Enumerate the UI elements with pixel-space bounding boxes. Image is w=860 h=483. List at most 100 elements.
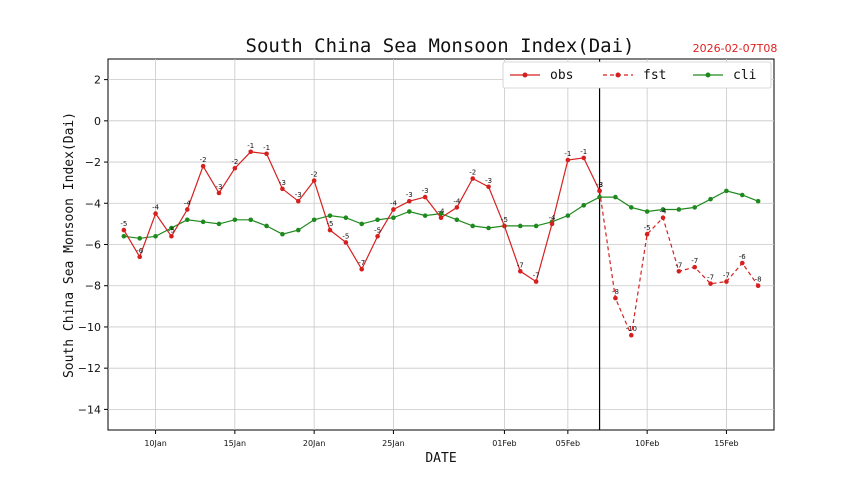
y-tick-label: −14 <box>78 403 101 416</box>
data-point-obs <box>311 178 317 183</box>
x-tick-label: 15Feb <box>714 439 738 448</box>
data-label-obs: -4 <box>390 199 398 207</box>
data-label-obs: -6 <box>136 247 144 255</box>
issue-timestamp: 2026-02-07T08 <box>693 42 778 55</box>
data-point-cli <box>517 223 523 229</box>
chart-title: South China Sea Monsoon Index(Dai) <box>246 35 635 57</box>
data-point-obs <box>533 279 539 284</box>
data-point-obs <box>343 240 349 245</box>
data-label-obs: -5 <box>120 220 127 228</box>
data-point-cli <box>121 233 127 239</box>
x-tick-label: 25Jan <box>382 439 405 448</box>
data-label-obs: -5 <box>501 216 508 224</box>
data-point-cli <box>311 217 317 223</box>
data-label-obs: -3 <box>485 177 492 185</box>
data-label-obs: -7 <box>533 272 540 280</box>
data-point-cli <box>422 213 428 218</box>
data-label-obs: -2 <box>311 171 318 179</box>
series-cli <box>121 188 761 241</box>
data-label-obs: -1 <box>564 150 571 158</box>
legend-label-fst: fst <box>643 68 666 83</box>
data-point-obs <box>137 254 143 260</box>
data-label-obs: -3 <box>406 191 413 199</box>
data-point-cli <box>375 217 380 223</box>
x-tick-label: 05Feb <box>556 439 580 448</box>
legend-label-cli: cli <box>733 68 756 83</box>
data-label-obs: -3 <box>216 183 223 191</box>
data-point-obs <box>391 207 396 212</box>
data-point-fst <box>628 332 634 338</box>
data-point-obs <box>438 215 444 221</box>
x-tick-label: 10Feb <box>635 439 659 448</box>
data-point-fst <box>739 260 745 266</box>
data-point-obs <box>153 211 158 216</box>
y-tick-label: −4 <box>85 197 101 210</box>
data-label-fst: -6 <box>739 253 747 261</box>
data-label-obs: -2 <box>469 169 476 177</box>
data-point-cli <box>359 221 365 227</box>
x-tick-label: 20Jan <box>303 439 326 448</box>
data-point-obs <box>422 194 428 200</box>
data-point-obs <box>216 190 222 196</box>
data-label-obs: -3 <box>295 191 302 199</box>
data-point-fst <box>660 215 666 221</box>
data-point-cli <box>280 231 285 237</box>
data-label-obs: -3 <box>279 179 286 187</box>
data-point-obs <box>470 176 476 181</box>
data-point-obs <box>549 221 555 227</box>
data-point-cli <box>200 219 206 225</box>
x-axis-ticks: 10Jan 15Jan 20Jan 25Jan 01Feb 05Feb 10Feb 15Feb <box>144 430 739 448</box>
data-label-fst: -4 <box>660 208 668 216</box>
y-tick-label: 2 <box>94 74 101 87</box>
data-point-fst <box>676 268 682 274</box>
data-point-obs <box>486 184 491 190</box>
data-point-fst <box>692 264 698 270</box>
data-point-obs <box>295 198 301 204</box>
data-label-obs: -2 <box>200 156 207 164</box>
data-point-cli <box>644 209 650 214</box>
data-point-cli <box>565 213 571 218</box>
data-point-cli <box>169 225 174 231</box>
data-point-cli <box>676 207 682 212</box>
data-label-obs: -1 <box>263 144 270 152</box>
data-point-fst <box>597 188 602 194</box>
data-point-fst <box>644 231 650 237</box>
data-label-obs: -5 <box>342 232 349 240</box>
legend: obs fst cli <box>502 61 772 89</box>
data-point-cli <box>755 198 761 204</box>
data-point-obs <box>565 157 571 163</box>
data-point-cli <box>343 215 349 221</box>
data-point-cli <box>692 205 698 210</box>
data-point-obs <box>121 227 127 233</box>
data-point-cli <box>613 194 618 200</box>
data-point-cli <box>137 236 143 241</box>
data-point-obs <box>454 205 460 210</box>
data-label-obs: -4 <box>184 199 192 207</box>
y-tick-label: −12 <box>78 362 101 375</box>
data-label-obs: -4 <box>549 214 557 222</box>
data-label-obs: -4 <box>152 204 160 212</box>
y-tick-label: −8 <box>85 280 101 293</box>
data-label-fst: -8 <box>612 288 619 296</box>
data-point-fst <box>613 295 618 301</box>
y-axis-ticks: 2 0 −2 −4 −6 −8 −10 −12 −14 <box>78 74 108 416</box>
series-fst: -3 -8 -10 -5 -4 -7 -7 -7 -7 -6 -8 <box>596 181 762 338</box>
data-label-fst: -7 <box>707 274 714 282</box>
y-tick-label: −6 <box>85 239 101 252</box>
data-label-obs: -3 <box>422 187 429 195</box>
y-tick-label: −10 <box>78 321 101 334</box>
series-obs: -5 -6 -4 -5 -4 -2 -3 -2 -1 -1 -3 -3 -2 -5 -5 -7 -5 -4 -3 -3… <box>120 142 603 284</box>
data-label-fst: -8 <box>755 276 762 284</box>
data-point-cli <box>406 209 412 214</box>
data-point-fst <box>708 281 713 286</box>
data-point-cli <box>533 223 539 229</box>
legend-box <box>502 61 772 89</box>
data-series: -5-6-4-5-4-2-3-2-1 -1-3-3-2-5-5-7-5-4-3-3… <box>120 142 762 338</box>
data-point-cli <box>708 196 713 202</box>
data-point-obs <box>232 165 238 171</box>
data-point-cli <box>660 207 666 212</box>
legend-marker-obs <box>522 72 528 78</box>
data-label-obs: -3 <box>596 181 603 189</box>
data-point-obs <box>517 268 523 274</box>
